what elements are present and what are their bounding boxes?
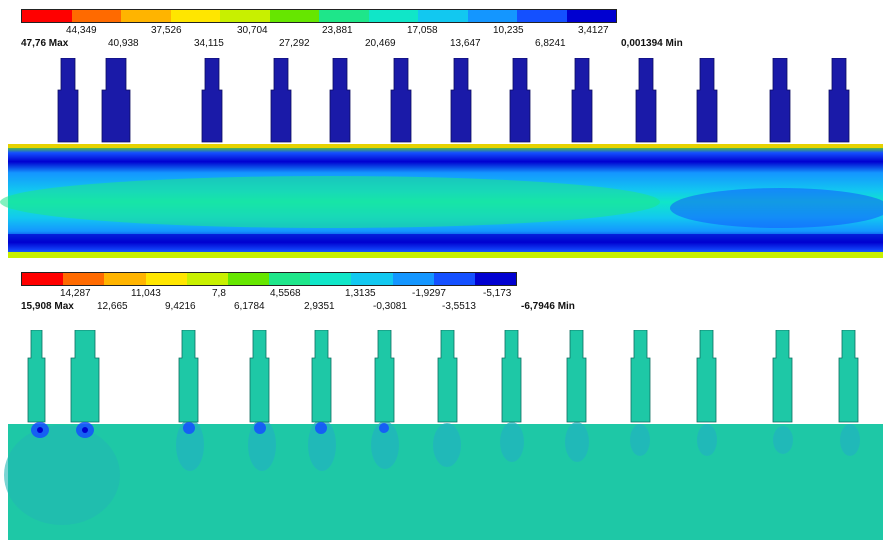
legend-color-swatch [517,10,567,22]
legend-color-swatch [368,10,418,22]
legend-tick-label: 6,8241 [535,38,566,49]
legend-tick-label: 23,881 [322,25,353,36]
legend-tick-label: -3,5513 [442,301,476,312]
legend-tick-label: 27,292 [279,38,310,49]
legend-tick-label: 17,058 [407,25,438,36]
legend-color-swatch [104,273,146,285]
legend-tick-label: 30,704 [237,25,268,36]
legend-tick-label: 14,287 [60,288,91,299]
legend-color-swatch [319,10,369,22]
contour-plot-bottom: 14,287 11,043 7,8 4,5568 1,3135 -1,9297 … [0,270,883,540]
legend-tick-label: 4,5568 [270,288,301,299]
legend-min-label: -6,7946 Min [521,301,575,312]
legend-tick-label: 44,349 [66,25,97,36]
legend-tick-label: 1,3135 [345,288,376,299]
legend-color-swatch [170,10,220,22]
legend-tick-label: 37,526 [151,25,182,36]
legend-tick-label: 13,647 [450,38,481,49]
legend-max-label: 47,76 Max [21,38,69,49]
legend-color-swatch [418,10,468,22]
legend-color-swatch [269,10,319,22]
legend-tick-label: 12,665 [97,301,128,312]
legend-tick-label: 9,4216 [165,301,196,312]
legend-color-swatch [392,273,434,285]
legend-tick-label: -5,173 [483,288,512,299]
legend-color-swatch [63,273,105,285]
legend-tick-label: 6,1784 [234,301,265,312]
legend-tick-label: 40,938 [108,38,139,49]
legend-tick-label: 34,115 [194,38,224,49]
legend-color-swatch [467,10,517,22]
color-legend-bar [21,9,617,23]
contour-field [0,58,883,258]
legend-color-swatch [269,273,311,285]
legend-color-swatch [186,273,228,285]
legend-color-swatch [474,273,517,285]
contour-plot-top: 44,349 37,526 30,704 23,881 17,058 10,23… [0,0,883,262]
legend-color-swatch [71,10,121,22]
legend-color-swatch [22,273,64,285]
legend-color-swatch [433,273,475,285]
legend-color-swatch [121,10,171,22]
legend-color-swatch [566,10,616,22]
color-legend-bar [21,272,517,286]
legend-color-swatch [227,273,270,285]
legend-min-label: 0,001394 Min [621,38,683,49]
legend-tick-label: 10,235 [493,25,524,36]
legend-color-swatch [351,273,393,285]
legend-max-label: 15,908 Max [21,301,74,312]
legend-tick-label: -0,3081 [373,301,407,312]
legend-tick-label: 20,469 [365,38,396,49]
legend-color-swatch [310,273,352,285]
legend-tick-label: -1,9297 [412,288,446,299]
contour-field [4,330,883,540]
legend-tick-label: 7,8 [212,288,226,299]
legend-tick-label: 11,043 [131,288,161,299]
legend-color-swatch [220,10,270,22]
legend-color-swatch [22,10,72,22]
legend-tick-label: 2,9351 [304,301,335,312]
legend-tick-label: 3,4127 [578,25,609,36]
legend-color-swatch [145,273,187,285]
